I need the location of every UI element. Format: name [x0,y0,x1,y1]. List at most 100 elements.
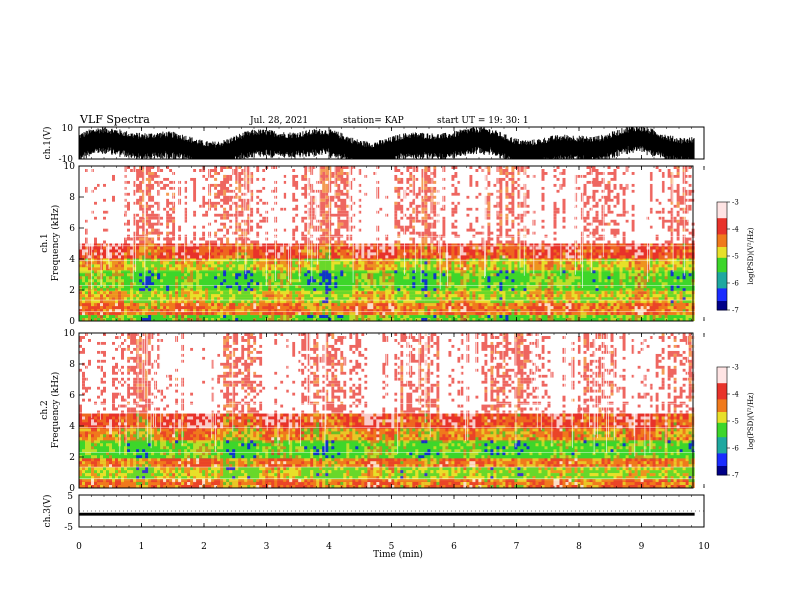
colorbar-cell [717,211,727,214]
colorbar-cell [717,238,727,241]
colorbar-cell [717,216,727,219]
colorbar-cell [717,466,727,469]
colorbar-cell [717,415,727,418]
colorbar-tick-label: -7 [732,307,739,315]
colorbar-cell [717,270,727,273]
colorbar-cell [717,430,727,433]
ch3-ytick-bottom: -5 [64,523,73,533]
colorbar-cell [717,379,727,382]
colorbar-tick-label: -5 [732,418,739,426]
colorbar-cell [717,205,727,208]
colorbar-cell [717,259,727,262]
colorbar-cell [717,471,727,474]
colorbar-cell [717,394,727,397]
colorbar-cell [717,372,727,375]
colorbar-cell [717,268,727,271]
ytick-label: 0 [69,484,75,494]
colorbar-tick-label: -7 [732,472,739,480]
colorbar-cell [717,426,727,429]
colorbar-cell [717,370,727,373]
colorbar-cell [717,214,727,217]
colorbar-cell [717,460,727,463]
colorbar-cell [717,220,727,223]
xtick-label: 8 [576,542,582,552]
ch3-waveform-ylabel: ch.3(V) [42,495,53,528]
ch2-spectrogram-ylabel-channel: ch.2 [40,400,50,419]
colorbar-cell [717,265,727,268]
colorbar-cell [717,404,727,408]
colorbar-cell [717,473,727,476]
colorbar-cell [717,403,727,406]
colorbar-cell [717,449,727,453]
ytick-label: 8 [69,193,75,203]
ch2-spectrogram-ylabel-frequency: Frequency (kHz) [50,372,61,449]
xtick-label: 7 [514,542,520,552]
colorbar-cell [717,284,727,288]
ch3-ytick-top: 5 [67,492,73,502]
colorbar-cell [717,293,727,297]
ch1-ytick-bottom: -10 [59,155,74,165]
colorbar-cell [717,444,727,447]
colorbar-cell [717,252,727,255]
colorbar-cell [717,464,727,467]
time-axis: 0 1 2 3 4 5 6 7 8 9 10 [76,127,710,552]
colorbar-cell [717,453,727,456]
colorbar-cell [717,422,727,426]
colorbar-cell [717,410,727,413]
ytick-label: 10 [64,162,76,172]
colorbar-cell [717,395,727,399]
colorbar-label: log(PSD)(V²/Hz) [747,392,755,449]
ch3-waveform-trace [79,512,695,516]
colorbar-cell [717,392,727,395]
colorbar-cell [717,367,727,370]
colorbar-cell [717,399,727,402]
ytick-label: 6 [69,224,75,234]
colorbar-tick-label: -3 [732,364,739,372]
colorbar-label: log(PSD)(V²/Hz) [747,227,755,284]
colorbar-cell [717,469,727,472]
start-time-label: start UT = 19: 30: 1 [437,116,529,126]
spectrogram-cells [79,333,695,488]
spectrogram-cells [79,243,695,321]
colorbar-tick-label: -6 [732,445,739,453]
colorbar-cell [717,437,727,440]
colorbar-cell [717,383,727,386]
spectrogram-cells [79,413,695,488]
colorbar-cell [717,230,727,234]
colorbar-tick-label: -6 [732,280,739,288]
colorbar-cell [717,218,727,221]
ch3-ytick-middle: 0 [67,507,73,517]
ch1-spectrogram-frame [78,165,694,322]
xtick-label: 9 [639,542,645,552]
colorbar-cell [717,225,727,228]
colorbar-cell [717,448,727,451]
colorbar-cell [717,202,727,205]
spectrogram-streaks [86,333,695,457]
colorbar-cell [717,290,727,293]
figure-title: VLF Spectra [79,113,150,126]
date-label: Jul. 28, 2021 [249,116,308,126]
colorbar-cell [717,304,727,307]
colorbar-cell [717,247,727,250]
colorbar-cell [717,462,727,465]
colorbar-cell [717,236,727,239]
colorbar-cell [717,261,727,264]
colorbar-cell [717,458,727,462]
colorbar-cell [717,377,727,381]
xtick-label: 6 [451,542,457,552]
xtick-label: 3 [264,542,270,552]
colorbar-cell [717,308,727,311]
ytick-label: 8 [69,360,75,370]
colorbar-cell [717,223,727,226]
colorbar-cell [717,292,727,295]
colorbar-cell [717,306,727,309]
colorbar-cell [717,274,727,277]
time-axis-label: Time (min) [373,549,423,560]
colorbar-tick-label: -5 [732,253,739,261]
colorbar-cell [717,440,727,444]
colorbar-cell [717,374,727,377]
colorbar-cell [717,277,727,280]
colorbar-cell [717,386,727,390]
colorbar-cell [717,301,727,304]
